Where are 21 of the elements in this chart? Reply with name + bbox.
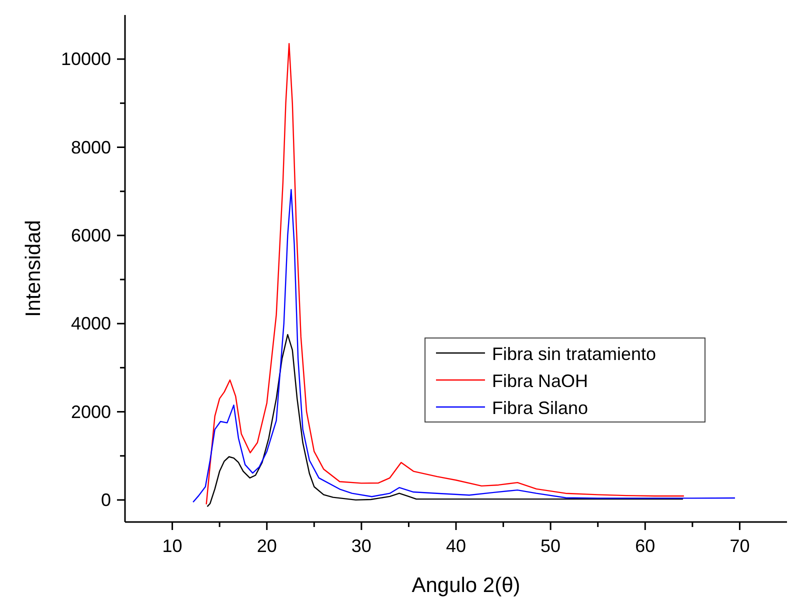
x-axis-title: Angulo 2(θ): [412, 574, 520, 597]
y-tick-label: 2000: [70, 402, 111, 422]
legend-label: Fibra NaOH: [492, 371, 588, 391]
legend-label: Fibra sin tratamiento: [492, 344, 656, 364]
line-series: [206, 334, 684, 508]
y-tick-label: 6000: [70, 225, 111, 246]
y-tick-label: 8000: [70, 137, 111, 158]
y-tick-label: 0: [100, 490, 111, 510]
x-tick-label: 20: [256, 536, 277, 556]
line-series: [192, 188, 736, 503]
x-tick-label: 30: [351, 536, 372, 556]
x-tick-label: 40: [446, 536, 466, 556]
y-axis-title: Intensidad: [22, 220, 45, 317]
y-tick-label: 4000: [70, 314, 111, 334]
legend-label: Fibra Silano: [492, 398, 588, 418]
y-tick-label: 10000: [60, 49, 111, 70]
x-tick-label: 70: [730, 536, 750, 556]
x-tick-label: 50: [540, 536, 561, 556]
x-tick-label: 60: [635, 536, 656, 556]
x-tick-label: 10: [162, 536, 182, 556]
line-series: [206, 43, 685, 505]
